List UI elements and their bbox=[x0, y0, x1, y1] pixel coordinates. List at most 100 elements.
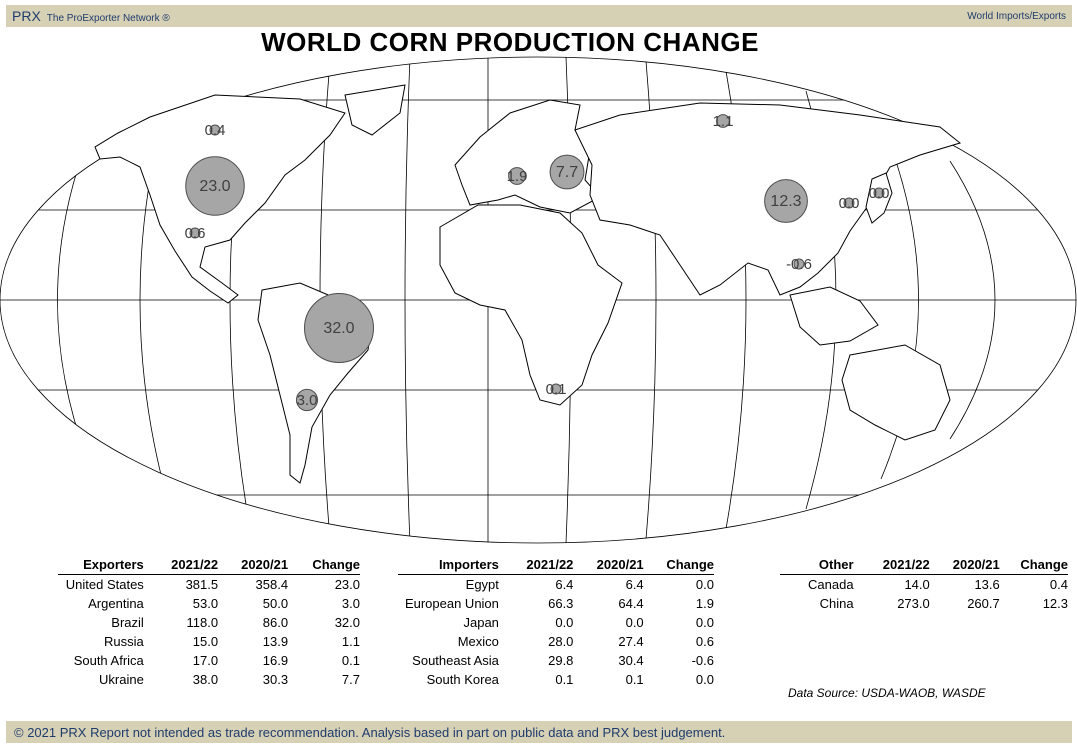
table-cell: 29.8 bbox=[548, 653, 574, 668]
table-cell: 15.0 bbox=[192, 634, 219, 649]
table-row: Russia 15.0 13.9 1.1 bbox=[58, 632, 360, 651]
table-cell: Canada bbox=[808, 577, 854, 592]
table-cell: 0.0 bbox=[695, 672, 714, 687]
table-cell: Southeast Asia bbox=[412, 653, 499, 668]
bubble-southeast-asia bbox=[793, 258, 805, 270]
table-row: Japan 0.0 0.0 0.0 bbox=[398, 613, 714, 632]
table-cell: Argentina bbox=[88, 596, 144, 611]
bubble-label: 0.0 bbox=[869, 185, 890, 202]
table-row: Canada 14.0 13.6 0.4 bbox=[780, 575, 1068, 595]
bubble-label: -0.6 bbox=[786, 256, 812, 273]
column-header: Change bbox=[643, 556, 714, 575]
table-row: European Union 66.3 64.4 1.9 bbox=[398, 594, 714, 613]
section-label: World Imports/Exports bbox=[967, 10, 1066, 22]
table-cell: 66.3 bbox=[548, 596, 574, 611]
bubble-label: 0.1 bbox=[546, 381, 567, 398]
network-name: The ProExporter Network ® bbox=[46, 13, 170, 24]
bubble-label: 7.7 bbox=[556, 164, 578, 181]
bubble-label: 1.9 bbox=[507, 168, 528, 185]
bubble-label: 0.6 bbox=[185, 225, 206, 242]
table-cell: 0.0 bbox=[555, 615, 574, 630]
africa-shape bbox=[439, 204, 623, 406]
table-cell: 273.0 bbox=[897, 596, 930, 611]
column-header: 2021/22 bbox=[151, 556, 219, 575]
other-table: Other 2021/22 2020/21 Change Canada 14.0 1… bbox=[780, 556, 1068, 613]
table-cell: 1.9 bbox=[695, 596, 714, 611]
southeast-asia-shape bbox=[789, 286, 879, 346]
bubble-label: 0.4 bbox=[205, 122, 226, 139]
column-header: Importers bbox=[398, 556, 507, 575]
bubble-brazil bbox=[303, 292, 375, 364]
table-cell: 0.1 bbox=[625, 672, 644, 687]
table-cell: 38.0 bbox=[192, 672, 219, 687]
brand-name: PRX bbox=[12, 8, 41, 24]
table-cell: 17.0 bbox=[192, 653, 219, 668]
table-cell: 0.0 bbox=[695, 577, 714, 592]
table-cell: 358.4 bbox=[255, 577, 289, 592]
table-cell: Ukraine bbox=[99, 672, 144, 687]
footer-band: © 2021 PRX Report not intended as trade … bbox=[6, 721, 1072, 743]
exporters-table: Exporters 2021/22 2020/21 Change United … bbox=[58, 556, 360, 689]
table-cell: 16.9 bbox=[262, 653, 289, 668]
table-cell: -0.6 bbox=[691, 653, 714, 668]
table-cell: 13.6 bbox=[974, 577, 1000, 592]
column-header: Exporters bbox=[58, 556, 152, 575]
table-cell: Egypt bbox=[465, 577, 499, 592]
greenland-shape bbox=[344, 84, 406, 136]
column-header: 2021/22 bbox=[861, 556, 930, 575]
table-row: South Korea 0.1 0.1 0.0 bbox=[398, 670, 714, 689]
table-cell: South Korea bbox=[426, 672, 499, 687]
table-cell: Russia bbox=[104, 634, 144, 649]
table-row: Brazil 118.0 86.0 32.0 bbox=[58, 613, 360, 632]
data-source: Data Source: USDA-WAOB, WASDE bbox=[788, 686, 986, 700]
table-header: Importers 2021/22 2020/21 Change bbox=[398, 556, 714, 575]
bubble-label: 32.0 bbox=[323, 320, 354, 337]
bubble-label: 23.0 bbox=[199, 178, 230, 195]
table-cell: 0.6 bbox=[695, 634, 714, 649]
bubble-china bbox=[764, 179, 808, 223]
table-cell: 0.1 bbox=[555, 672, 574, 687]
meridian bbox=[404, 57, 411, 543]
table-cell: 13.9 bbox=[262, 634, 289, 649]
table-cell: 28.0 bbox=[548, 634, 574, 649]
table-cell: Mexico bbox=[457, 634, 499, 649]
table-row: United States 381.5 358.4 23.0 bbox=[58, 575, 360, 595]
table-cell: 260.7 bbox=[967, 596, 1000, 611]
table-cell: 1.1 bbox=[341, 634, 360, 649]
table-cell: European Union bbox=[404, 596, 499, 611]
table-cell: 23.0 bbox=[334, 577, 360, 592]
landmasses bbox=[94, 84, 962, 484]
bubble-japan bbox=[873, 187, 885, 199]
table-cell: 0.1 bbox=[341, 653, 360, 668]
table-cell: 32.0 bbox=[334, 615, 360, 630]
table-cell: 14.0 bbox=[904, 577, 930, 592]
table-cell: 7.7 bbox=[341, 672, 360, 687]
table-row: Southeast Asia 29.8 30.4 -0.6 bbox=[398, 651, 714, 670]
bubble-russia bbox=[716, 114, 730, 128]
page-title: WORLD CORN PRODUCTION CHANGE bbox=[261, 27, 759, 57]
importers-table: Importers 2021/22 2020/21 Change Egypt 6.… bbox=[398, 556, 714, 689]
bubble-mexico bbox=[189, 227, 201, 239]
table-header: Exporters 2021/22 2020/21 Change bbox=[58, 556, 360, 575]
table-cell: 12.3 bbox=[1042, 596, 1068, 611]
bubble-label: 12.3 bbox=[770, 193, 801, 210]
bubble-united-states bbox=[185, 156, 245, 216]
bubble-label: 0.0 bbox=[839, 195, 860, 212]
table-row: Mexico 28.0 27.4 0.6 bbox=[398, 632, 714, 651]
europe-shape bbox=[454, 99, 601, 214]
table-row: Argentina 53.0 50.0 3.0 bbox=[58, 594, 360, 613]
table-cell: Japan bbox=[463, 615, 499, 630]
footer-text: © 2021 PRX Report not intended as trade … bbox=[14, 724, 726, 740]
table-row: South Africa 17.0 16.9 0.1 bbox=[58, 651, 360, 670]
brand: PRX The ProExporter Network ® bbox=[12, 8, 170, 24]
table-cell: 3.0 bbox=[341, 596, 360, 611]
table-cell: 118.0 bbox=[186, 615, 219, 630]
table-cell: United States bbox=[65, 577, 144, 592]
bubble-canada bbox=[209, 124, 221, 136]
table-cell: 6.4 bbox=[625, 577, 644, 592]
table-cell: 64.4 bbox=[618, 596, 644, 611]
table-cell: 6.4 bbox=[555, 577, 574, 592]
bubble-ukraine bbox=[549, 154, 585, 190]
table-cell: 50.0 bbox=[262, 596, 289, 611]
column-header: 2020/21 bbox=[218, 556, 289, 575]
